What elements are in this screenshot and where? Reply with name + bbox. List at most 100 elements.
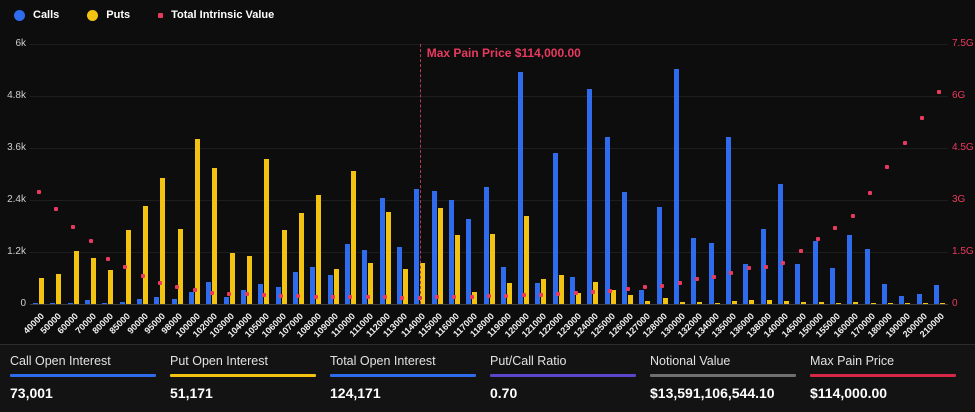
- call-bar[interactable]: [812, 241, 818, 304]
- intrinsic-value-dot[interactable]: [712, 274, 717, 279]
- intrinsic-value-dot[interactable]: [53, 207, 58, 212]
- call-bar[interactable]: [847, 235, 853, 304]
- put-bar[interactable]: [801, 302, 807, 304]
- intrinsic-value-dot[interactable]: [157, 280, 162, 285]
- intrinsic-value-dot[interactable]: [435, 295, 440, 300]
- put-bar[interactable]: [489, 234, 495, 304]
- put-bar[interactable]: [437, 208, 443, 304]
- call-bar[interactable]: [310, 267, 316, 304]
- call-bar[interactable]: [795, 264, 801, 304]
- intrinsic-value-dot[interactable]: [556, 291, 561, 296]
- intrinsic-value-dot[interactable]: [868, 190, 873, 195]
- call-bar[interactable]: [777, 184, 783, 304]
- put-bar[interactable]: [506, 283, 512, 304]
- call-bar[interactable]: [292, 272, 298, 304]
- call-bar[interactable]: [102, 303, 108, 304]
- call-bar[interactable]: [604, 137, 610, 304]
- call-bar[interactable]: [864, 249, 870, 304]
- intrinsic-value-dot[interactable]: [521, 293, 526, 298]
- put-bar[interactable]: [281, 230, 287, 304]
- put-bar[interactable]: [731, 301, 737, 304]
- call-bar[interactable]: [552, 153, 558, 304]
- call-bar[interactable]: [414, 189, 420, 304]
- call-bar[interactable]: [275, 287, 281, 304]
- intrinsic-value-dot[interactable]: [660, 283, 665, 288]
- call-bar[interactable]: [899, 296, 905, 304]
- put-bar[interactable]: [195, 139, 201, 304]
- intrinsic-value-dot[interactable]: [469, 294, 474, 299]
- intrinsic-value-dot[interactable]: [833, 226, 838, 231]
- call-bar[interactable]: [708, 243, 714, 304]
- call-bar[interactable]: [50, 303, 56, 304]
- put-bar[interactable]: [368, 263, 374, 304]
- call-bar[interactable]: [743, 264, 749, 304]
- put-bar[interactable]: [73, 251, 79, 304]
- put-bar[interactable]: [905, 303, 911, 304]
- call-bar[interactable]: [881, 284, 887, 304]
- intrinsic-value-dot[interactable]: [677, 281, 682, 286]
- put-bar[interactable]: [576, 293, 582, 304]
- call-bar[interactable]: [829, 268, 835, 304]
- intrinsic-value-dot[interactable]: [279, 294, 284, 299]
- put-bar[interactable]: [108, 270, 114, 304]
- call-bar[interactable]: [33, 303, 39, 304]
- call-bar[interactable]: [344, 244, 350, 304]
- call-bar[interactable]: [206, 282, 212, 304]
- put-bar[interactable]: [680, 302, 686, 304]
- call-bar[interactable]: [535, 283, 541, 304]
- intrinsic-value-dot[interactable]: [365, 295, 370, 300]
- call-bar[interactable]: [639, 290, 645, 304]
- put-bar[interactable]: [420, 263, 426, 304]
- put-bar[interactable]: [56, 274, 62, 304]
- intrinsic-value-dot[interactable]: [504, 294, 509, 299]
- intrinsic-value-dot[interactable]: [625, 287, 630, 292]
- put-bar[interactable]: [177, 229, 183, 304]
- put-bar[interactable]: [714, 303, 720, 304]
- intrinsic-value-dot[interactable]: [261, 293, 266, 298]
- intrinsic-value-dot[interactable]: [123, 265, 128, 270]
- call-bar[interactable]: [587, 89, 593, 304]
- put-bar[interactable]: [91, 258, 97, 304]
- put-bar[interactable]: [524, 216, 530, 304]
- call-bar[interactable]: [189, 292, 195, 304]
- put-bar[interactable]: [541, 279, 547, 304]
- put-bar[interactable]: [472, 292, 478, 304]
- intrinsic-value-dot[interactable]: [175, 284, 180, 289]
- call-bar[interactable]: [656, 207, 662, 304]
- call-bar[interactable]: [760, 229, 766, 304]
- put-bar[interactable]: [212, 168, 218, 304]
- put-bar[interactable]: [454, 235, 460, 304]
- call-bar[interactable]: [379, 198, 385, 304]
- intrinsic-value-dot[interactable]: [383, 295, 388, 300]
- put-bar[interactable]: [229, 253, 235, 304]
- intrinsic-value-dot[interactable]: [192, 288, 197, 293]
- intrinsic-value-dot[interactable]: [71, 224, 76, 229]
- put-bar[interactable]: [662, 298, 668, 304]
- intrinsic-value-dot[interactable]: [902, 141, 907, 146]
- put-bar[interactable]: [853, 302, 859, 304]
- put-bar[interactable]: [697, 302, 703, 304]
- intrinsic-value-dot[interactable]: [781, 260, 786, 265]
- intrinsic-value-dot[interactable]: [209, 290, 214, 295]
- put-bar[interactable]: [628, 295, 634, 304]
- intrinsic-value-dot[interactable]: [452, 295, 457, 300]
- legend-item-total-intrinsic-value[interactable]: Total Intrinsic Value: [158, 9, 274, 21]
- intrinsic-value-dot[interactable]: [608, 288, 613, 293]
- put-bar[interactable]: [749, 300, 755, 304]
- intrinsic-value-dot[interactable]: [746, 266, 751, 271]
- call-bar[interactable]: [137, 299, 143, 304]
- put-bar[interactable]: [818, 302, 824, 304]
- intrinsic-value-dot[interactable]: [642, 285, 647, 290]
- call-bar[interactable]: [691, 238, 697, 304]
- put-bar[interactable]: [143, 206, 149, 304]
- intrinsic-value-dot[interactable]: [885, 165, 890, 170]
- intrinsic-value-dot[interactable]: [244, 292, 249, 297]
- call-bar[interactable]: [622, 192, 628, 304]
- put-bar[interactable]: [125, 230, 131, 304]
- intrinsic-value-dot[interactable]: [105, 256, 110, 261]
- intrinsic-value-dot[interactable]: [140, 273, 145, 278]
- intrinsic-value-dot[interactable]: [694, 277, 699, 282]
- call-bar[interactable]: [119, 302, 125, 304]
- intrinsic-value-dot[interactable]: [729, 271, 734, 276]
- intrinsic-value-dot[interactable]: [400, 295, 405, 300]
